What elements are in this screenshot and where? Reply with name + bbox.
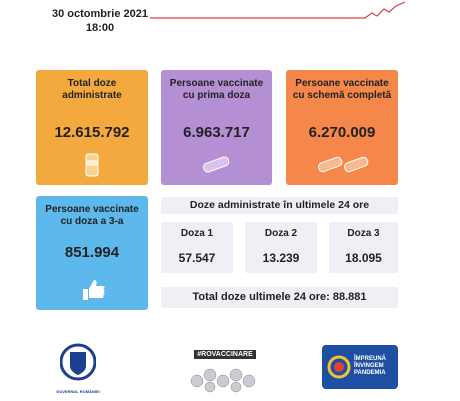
card-value: 6.270.009 — [308, 124, 376, 141]
vial-icon — [85, 153, 99, 177]
card-label: Persoane vaccinate cu schemă completă — [292, 78, 392, 101]
card-value: 12.615.792 — [54, 124, 130, 141]
time: 18:00 — [85, 22, 115, 34]
card-label: Total doze administrate — [62, 78, 122, 101]
dose-label: Doza 1 — [180, 228, 214, 239]
last24-title: Doze administrate în ultimele 24 ore — [161, 197, 398, 214]
government-text: GUVERNUL ROMÂNIEI — [56, 389, 100, 394]
crest — [59, 343, 97, 381]
total-value: 88.881 — [332, 291, 367, 303]
date: 30 octombrie 2021 — [52, 8, 148, 20]
card-first-dose: Persoane vaccinate cu prima doza 6.963.7… — [161, 70, 272, 185]
dose-box: Doza 1 57.547 — [161, 222, 233, 273]
dose-box: Doza 3 18.095 — [329, 222, 398, 273]
dose-value: 18.095 — [345, 251, 382, 265]
card-label: Persoane vaccinate cu prima doza — [169, 78, 264, 101]
thumb-icon — [83, 280, 105, 300]
dose-label: Doza 3 — [347, 228, 380, 239]
card-total: Total doze administrate 12.615.792 — [36, 70, 148, 185]
card-value: 851.994 — [64, 244, 120, 261]
campaign-logo: ÎMPREUNĂ ÎNVINGEM PANDEMIA — [322, 345, 398, 389]
bandage-icon — [317, 156, 369, 173]
card-complete: Persoane vaccinate cu schemă completă 6.… — [286, 70, 398, 185]
government-logo: GUVERNUL ROMÂNIEI — [48, 340, 108, 394]
campaign-text: ÎMPREUNĂ ÎNVINGEM PANDEMIA — [354, 356, 387, 376]
dose-label: Doza 2 — [264, 228, 298, 239]
total-box: Total doze ultimele 24 ore: 88.881 — [161, 287, 398, 308]
total-label: Total doze ultimele 24 ore: — [192, 291, 330, 303]
dose-box: Doza 2 13.239 — [245, 222, 317, 273]
campaign-icon — [327, 355, 351, 379]
header-line — [150, 1, 406, 19]
header: 30 octombrie 2021 18:00 — [40, 7, 160, 35]
card-value: 6.963.717 — [183, 124, 250, 141]
card-label: Persoane vaccinate cu doza a 3-a — [45, 204, 139, 227]
hex-cluster — [190, 368, 256, 393]
dose-value: 13.239 — [262, 251, 300, 265]
bandage-icon — [203, 156, 230, 173]
card-third-dose: Persoane vaccinate cu doza a 3-a 851.994 — [36, 196, 148, 310]
hashtag: #ROVACCINARE — [194, 350, 256, 359]
dose-value: 57.547 — [178, 251, 216, 265]
rovaccinare-logo: #ROVACCINARE — [180, 343, 270, 393]
